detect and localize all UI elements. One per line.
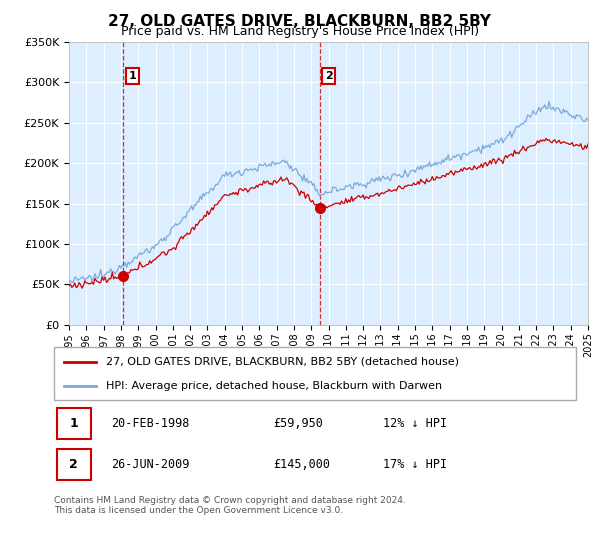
Text: 1: 1 [69, 417, 78, 430]
Text: 20-FEB-1998: 20-FEB-1998 [112, 417, 190, 430]
Text: 17% ↓ HPI: 17% ↓ HPI [383, 458, 447, 470]
Text: £145,000: £145,000 [273, 458, 330, 470]
Text: HPI: Average price, detached house, Blackburn with Darwen: HPI: Average price, detached house, Blac… [106, 381, 442, 391]
Text: Price paid vs. HM Land Registry's House Price Index (HPI): Price paid vs. HM Land Registry's House … [121, 25, 479, 38]
Text: 26-JUN-2009: 26-JUN-2009 [112, 458, 190, 470]
Text: £59,950: £59,950 [273, 417, 323, 430]
Text: 12% ↓ HPI: 12% ↓ HPI [383, 417, 447, 430]
Text: 2: 2 [325, 71, 332, 81]
FancyBboxPatch shape [54, 347, 576, 400]
Text: 1: 1 [128, 71, 136, 81]
FancyBboxPatch shape [56, 408, 91, 439]
Text: 27, OLD GATES DRIVE, BLACKBURN, BB2 5BY: 27, OLD GATES DRIVE, BLACKBURN, BB2 5BY [109, 14, 491, 29]
FancyBboxPatch shape [56, 449, 91, 479]
Text: Contains HM Land Registry data © Crown copyright and database right 2024.
This d: Contains HM Land Registry data © Crown c… [54, 496, 406, 515]
Text: 27, OLD GATES DRIVE, BLACKBURN, BB2 5BY (detached house): 27, OLD GATES DRIVE, BLACKBURN, BB2 5BY … [106, 357, 459, 367]
Text: 2: 2 [69, 458, 78, 470]
